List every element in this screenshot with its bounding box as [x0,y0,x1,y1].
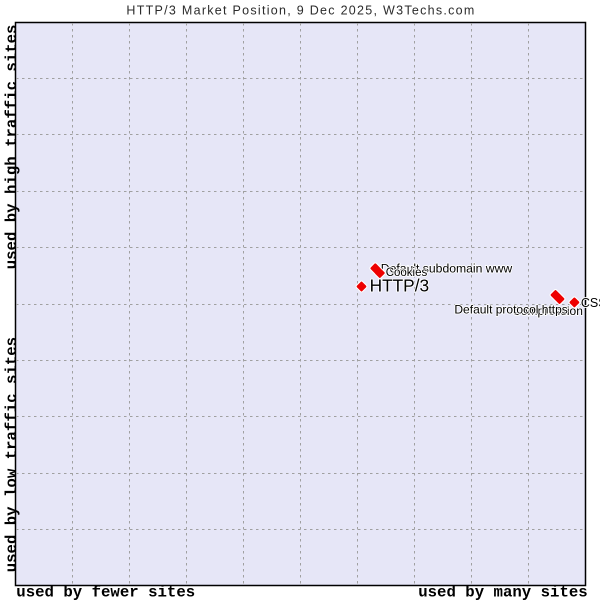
svg-text:used by fewer sites: used by fewer sites [16,584,195,600]
svg-text:CSS: CSS [581,296,600,310]
svg-text:HTTP/3 Market Position, 9 Dec: HTTP/3 Market Position, 9 Dec 2025, W3Te… [126,3,475,17]
svg-text:Compression: Compression [512,304,583,318]
svg-text:used by high traffic sites: used by high traffic sites [3,25,21,270]
svg-text:Cookies: Cookies [386,267,428,279]
svg-text:Default subdomain www: Default subdomain www [381,262,513,276]
svg-text:HTTP/3: HTTP/3 [370,276,430,296]
svg-text:Default protocol https: Default protocol https [454,302,567,316]
svg-text:used by low traffic sites: used by low traffic sites [3,337,21,572]
svg-text:used by many sites: used by many sites [418,584,587,600]
